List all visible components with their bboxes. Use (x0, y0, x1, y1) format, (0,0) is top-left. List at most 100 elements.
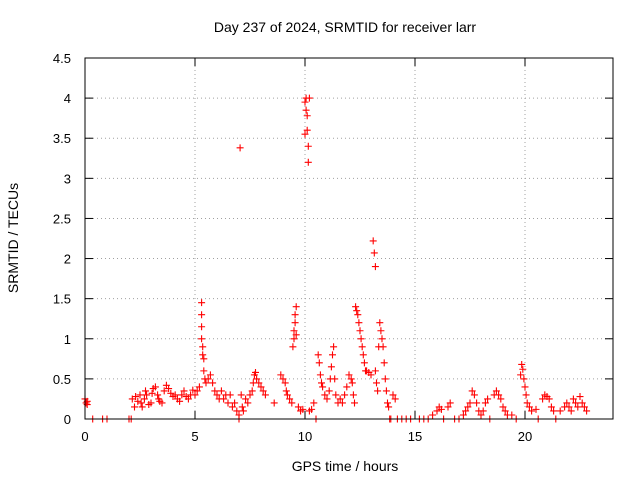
data-point (569, 395, 577, 403)
x-tick-label: 5 (191, 429, 198, 444)
data-point (349, 391, 357, 399)
data-point (583, 407, 591, 415)
data-point (367, 371, 375, 379)
data-point (316, 371, 324, 379)
data-point (137, 399, 145, 407)
y-tick-label: 0.5 (53, 372, 71, 387)
data-point (327, 363, 335, 371)
data-point (246, 391, 254, 399)
data-point (556, 407, 564, 415)
data-point (291, 311, 299, 319)
data-point (325, 387, 333, 395)
data-point (519, 365, 527, 373)
data-point (148, 389, 156, 397)
data-point (525, 403, 533, 411)
y-tick-label: 0 (64, 412, 71, 427)
data-point (565, 403, 573, 411)
x-tick-label: 0 (81, 429, 88, 444)
data-point (495, 391, 503, 399)
data-point (501, 407, 509, 415)
data-point (314, 351, 322, 359)
data-point (323, 395, 331, 403)
data-point (359, 351, 367, 359)
data-point (508, 411, 516, 419)
y-tick-label: 3 (64, 171, 71, 186)
data-point (252, 368, 259, 376)
data-point (545, 395, 553, 403)
data-point (211, 387, 219, 395)
data-point (492, 387, 500, 395)
data-point (331, 375, 339, 383)
data-point (290, 327, 298, 335)
y-tick-label: 1.5 (53, 292, 71, 307)
data-point (200, 367, 208, 375)
data-point (294, 403, 302, 411)
data-point (355, 319, 363, 327)
data-point (382, 387, 390, 395)
data-point (180, 387, 188, 395)
y-axis-label: SRMTID / TECUs (5, 183, 21, 293)
data-point (429, 411, 437, 419)
data-point (479, 407, 487, 415)
data-point (193, 387, 201, 395)
data-point (330, 343, 338, 351)
data-point (499, 403, 507, 411)
y-tick-label: 2.5 (53, 211, 71, 226)
data-point (341, 391, 349, 399)
data-point (520, 375, 528, 383)
data-point (131, 403, 138, 411)
data-point (528, 407, 536, 415)
data-point (437, 405, 445, 413)
data-point (343, 383, 351, 391)
data-point (140, 395, 148, 403)
data-point (199, 351, 207, 359)
data-point (228, 403, 236, 411)
data-point (389, 391, 397, 399)
data-point (357, 335, 365, 343)
data-point (233, 407, 241, 415)
data-point (380, 359, 388, 367)
data-point (277, 371, 285, 379)
data-point (374, 387, 382, 395)
data-point (143, 391, 151, 399)
data-point (468, 387, 476, 395)
data-point (302, 106, 310, 114)
data-point (304, 142, 312, 150)
data-point (255, 379, 263, 387)
data-point (580, 403, 588, 411)
data-point (446, 399, 454, 407)
data-point (282, 387, 290, 395)
data-point (279, 375, 287, 383)
data-point (305, 94, 313, 102)
data-point (459, 411, 467, 419)
data-point (198, 311, 206, 319)
data-point (288, 399, 296, 407)
y-tick-label: 1 (64, 332, 71, 347)
data-point (384, 399, 391, 407)
data-point (299, 405, 307, 413)
data-point (358, 343, 366, 351)
data-point (220, 395, 228, 403)
data-point (348, 379, 356, 387)
data-point (301, 98, 309, 106)
data-point (198, 323, 206, 331)
data-point (292, 331, 300, 339)
x-tick-label: 15 (408, 429, 422, 444)
data-point (521, 383, 529, 391)
data-point (165, 385, 173, 393)
data-point (154, 391, 162, 399)
data-point (376, 319, 384, 327)
data-point (195, 383, 203, 391)
data-point (158, 399, 166, 407)
data-point (353, 307, 361, 315)
data-point (572, 399, 580, 407)
data-point (532, 405, 540, 413)
data-point (347, 375, 355, 383)
y-tick-label: 4.5 (53, 51, 71, 66)
y-tick-label: 4 (64, 91, 71, 106)
data-point (539, 395, 547, 403)
y-tick-label: 3.5 (53, 131, 71, 146)
data-point (209, 379, 217, 387)
data-point (134, 397, 142, 405)
